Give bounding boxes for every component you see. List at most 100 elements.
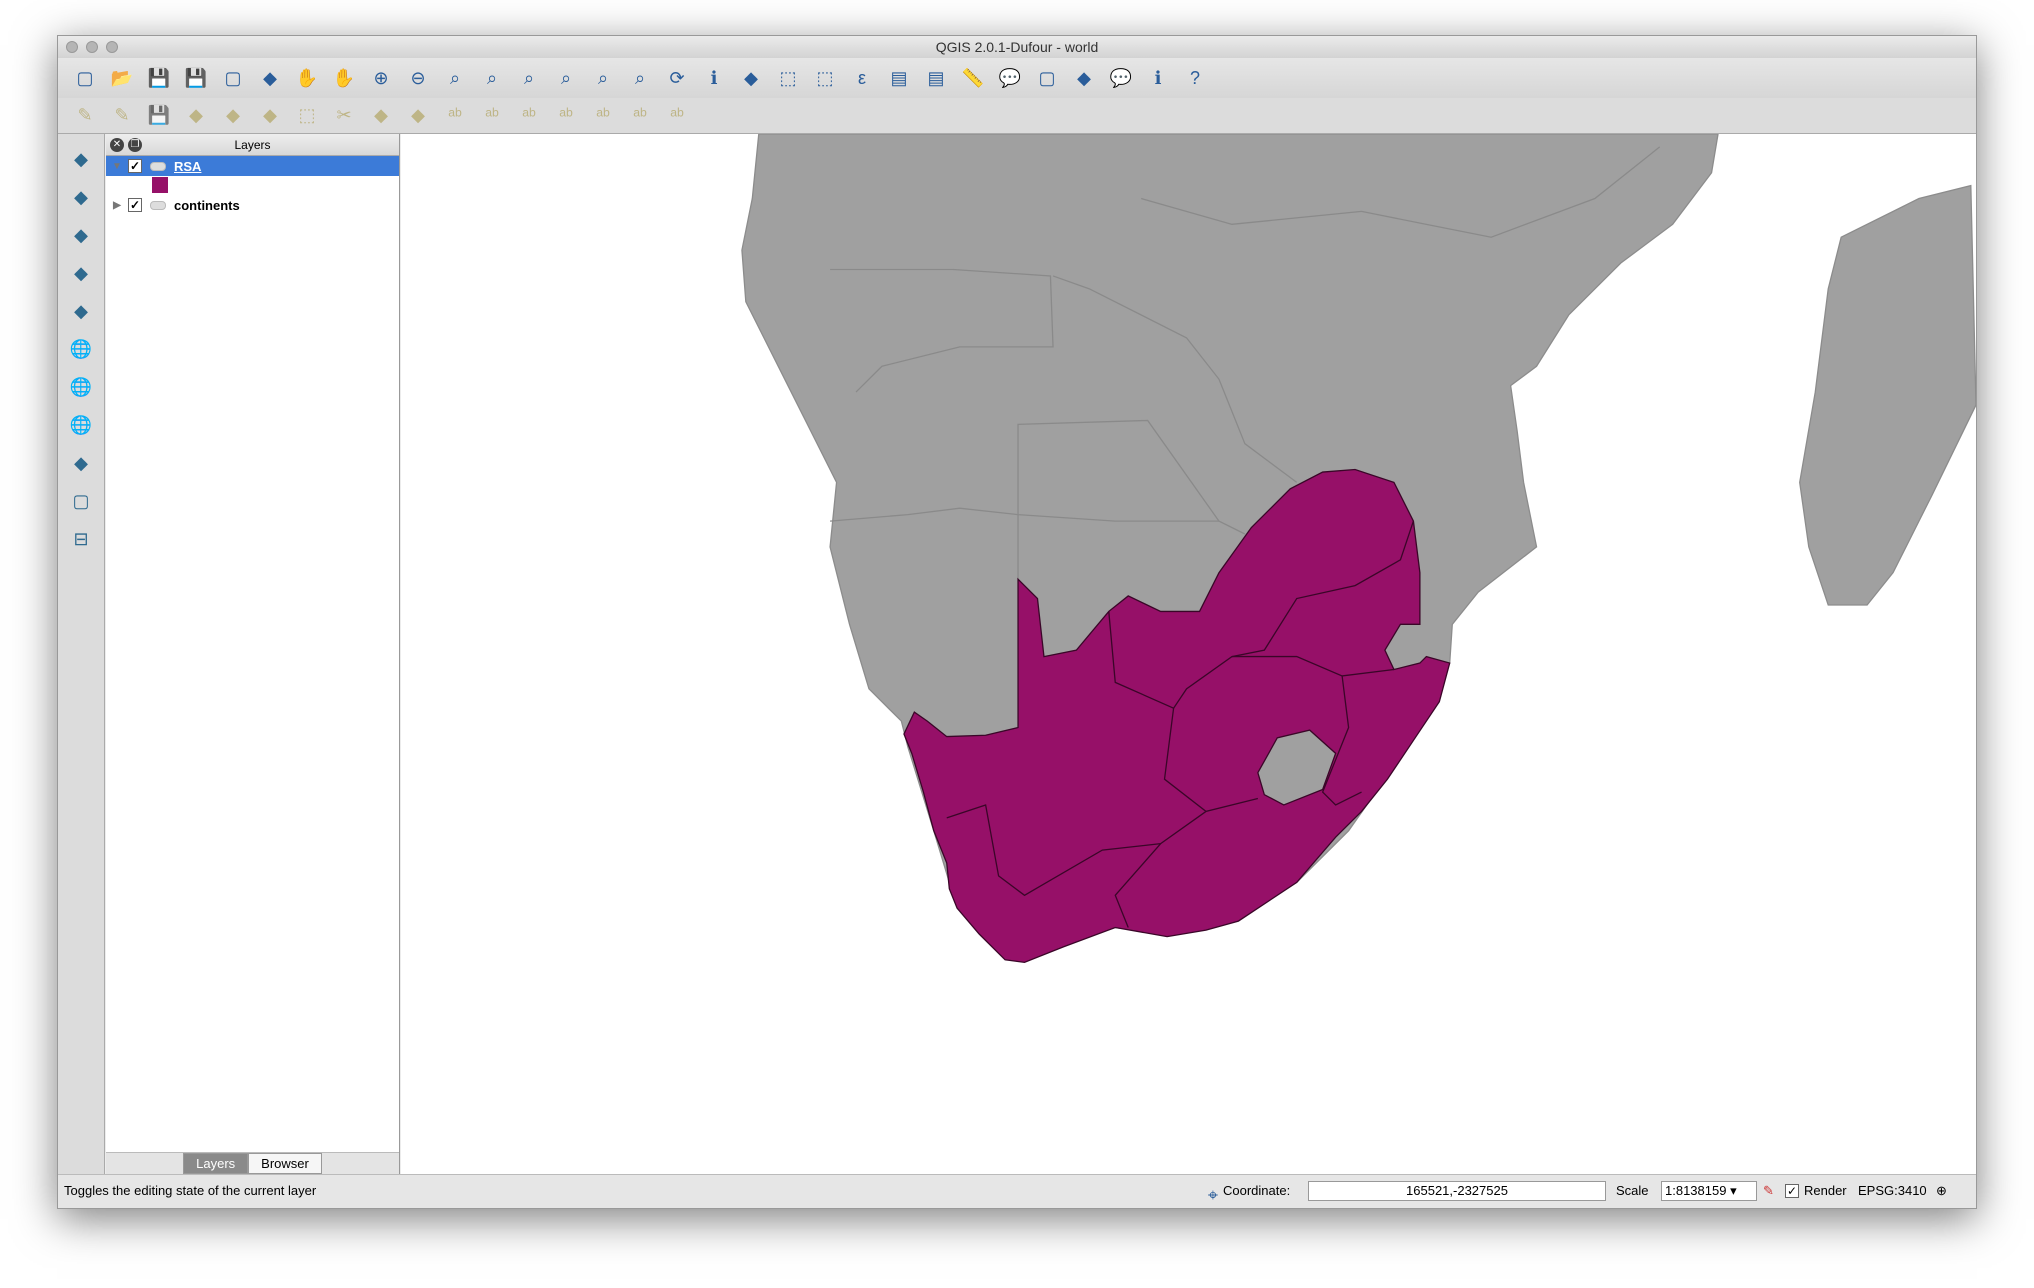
render-label: Render: [1804, 1183, 1847, 1198]
polygon-layer-icon: [150, 200, 166, 210]
zoom-window-button[interactable]: [106, 41, 118, 53]
layer-legend: [106, 177, 399, 195]
madagascar: [1799, 184, 1977, 606]
action-icon[interactable]: ◆: [744, 67, 758, 88]
add-feature-icon[interactable]: ◆: [189, 105, 203, 125]
zoom-full-icon[interactable]: ⌕: [486, 67, 498, 88]
coordinate-field[interactable]: 165521,-2327525: [1308, 1181, 1606, 1201]
layer-item-continents[interactable]: ▶ ✓ continents: [106, 195, 399, 215]
zoom-out-icon[interactable]: ⊖: [410, 67, 426, 88]
lesotho: [1257, 729, 1337, 806]
add-wcs-layer-icon[interactable]: 🌐: [69, 376, 93, 397]
identify-icon[interactable]: ℹ: [710, 67, 718, 88]
map-tips-icon[interactable]: 💬: [998, 67, 1022, 88]
text-annotation-icon[interactable]: 💬: [1109, 67, 1133, 88]
toggle-coordinate-icon[interactable]: ⌖: [1207, 1184, 1219, 1205]
save-edits-icon[interactable]: 💾: [147, 105, 171, 125]
whats-this-icon[interactable]: ?: [1189, 67, 1200, 88]
copy-features-icon[interactable]: ◆: [374, 105, 388, 125]
add-wms-layer-icon[interactable]: 🌐: [69, 338, 93, 359]
composer-manager-icon[interactable]: ◆: [263, 67, 277, 88]
attribute-table-icon[interactable]: ▤: [890, 67, 908, 88]
add-wfs-layer-icon[interactable]: 🌐: [69, 414, 93, 435]
map-canvas[interactable]: [401, 133, 1977, 1174]
label-change-icon[interactable]: ᵃᵇ: [633, 105, 647, 125]
scale-label: Scale: [1616, 1183, 1649, 1198]
help-icon[interactable]: ℹ: [1154, 67, 1162, 88]
main-toolbar: ▢ 📂 💾 💾 ▢ ◆ ✋ ✋ ⊕ ⊖ ⌕ ⌕ ⌕ ⌕ ⌕ ⌕ ⟳ ℹ ◆ ⬚ ⬚ ε ▤ ▤ 📏 💬 ▢ ◆ 💬 ℹ?: [58, 58, 1976, 98]
pan-icon[interactable]: ✋: [295, 67, 319, 88]
close-panel-icon[interactable]: ✕: [110, 138, 124, 152]
render-checkbox[interactable]: ✓: [1785, 1184, 1799, 1198]
add-postgis-layer-icon[interactable]: ◆: [74, 224, 88, 245]
zoom-to-layer-icon[interactable]: ⌕: [560, 67, 572, 88]
save-as-icon[interactable]: 💾: [184, 67, 208, 88]
new-layer-icon[interactable]: ▢: [72, 490, 90, 511]
layers-panel-title: Layers: [234, 138, 271, 152]
polygon-layer-icon: [150, 161, 166, 171]
close-window-button[interactable]: [66, 41, 78, 53]
add-raster-layer-icon[interactable]: ◆: [74, 186, 88, 207]
window-title: QGIS 2.0.1-Dufour - world: [935, 39, 1099, 55]
measure-icon[interactable]: 📏: [961, 67, 985, 88]
add-spatialite-layer-icon[interactable]: ◆: [74, 262, 88, 283]
save-project-icon[interactable]: 💾: [147, 67, 171, 88]
float-panel-icon[interactable]: ❐: [128, 138, 142, 152]
new-print-composer-icon[interactable]: ▢: [224, 67, 242, 88]
layer-visibility-checkbox[interactable]: ✓: [128, 159, 142, 173]
tab-layers[interactable]: Layers: [183, 1153, 249, 1174]
layer-item-rsa[interactable]: ▼ ✓ RSA: [106, 156, 399, 176]
add-mssql-layer-icon[interactable]: ◆: [74, 300, 88, 321]
statistics-icon[interactable]: ▤: [927, 67, 945, 88]
layer-visibility-checkbox[interactable]: ✓: [128, 198, 142, 212]
symbol-swatch[interactable]: [152, 177, 168, 193]
move-feature-icon[interactable]: ◆: [226, 105, 240, 125]
collapse-icon[interactable]: ▼: [112, 160, 122, 172]
pan-to-selection-icon[interactable]: ✋: [332, 67, 356, 88]
map: [741, 133, 1977, 964]
layers-panel: ✕ ❐ Layers ▼ ✓ RSA ▶ ✓ continents Layers…: [106, 134, 400, 1174]
delete-selected-icon[interactable]: ⬚: [298, 105, 316, 125]
zoom-actual-icon[interactable]: ⌕: [449, 67, 461, 88]
stop-render-icon[interactable]: ✎: [1763, 1183, 1774, 1198]
editing-label-toolbar: ✎ ✎ 💾 ◆ ◆ ◆ ⬚ ✂ ◆ ◆ ᵃᵇ ᵃᵇ ᵃᵇ ᵃᵇ ᵃᵇ ᵃᵇ ᵃᵇ: [58, 98, 1976, 134]
show-bookmarks-icon[interactable]: ◆: [1077, 67, 1091, 88]
label-show-hide-icon[interactable]: ᵃᵇ: [522, 105, 536, 125]
label-icon[interactable]: ᵃᵇ: [448, 105, 462, 125]
label-pin-icon[interactable]: ᵃᵇ: [485, 105, 499, 125]
label-move-icon[interactable]: ᵃᵇ: [559, 105, 573, 125]
zoom-next-icon[interactable]: ⌕: [634, 67, 646, 88]
paste-features-icon[interactable]: ◆: [411, 105, 425, 125]
cut-features-icon[interactable]: ✂: [336, 105, 352, 125]
tab-browser[interactable]: Browser: [248, 1153, 322, 1174]
scale-combo[interactable]: 1:8138159 ▾: [1661, 1181, 1757, 1201]
layer-name: RSA: [174, 158, 202, 174]
add-delimited-text-icon[interactable]: ◆: [74, 452, 88, 473]
remove-layer-icon[interactable]: ⊟: [73, 528, 89, 549]
expression-icon[interactable]: ε: [857, 67, 867, 88]
new-project-icon[interactable]: ▢: [76, 67, 94, 88]
zoom-to-selection-icon[interactable]: ⌕: [523, 67, 535, 88]
add-vector-layer-icon[interactable]: ◆: [74, 148, 88, 169]
toggle-editing-icon[interactable]: ✎: [77, 105, 93, 125]
zoom-last-icon[interactable]: ⌕: [597, 67, 609, 88]
node-tool-icon[interactable]: ◆: [263, 105, 277, 125]
panel-tabs: Layers Browser: [106, 1152, 399, 1174]
open-project-icon[interactable]: 📂: [110, 67, 134, 88]
label-properties-icon[interactable]: ᵃᵇ: [670, 105, 684, 125]
crs-label[interactable]: EPSG:3410: [1858, 1183, 1927, 1198]
south-africa[interactable]: [903, 468, 1451, 964]
current-edits-icon[interactable]: ✎: [114, 105, 130, 125]
new-bookmark-icon[interactable]: ▢: [1038, 67, 1056, 88]
crs-projection-icon[interactable]: ⊕: [1936, 1183, 1947, 1198]
minimize-window-button[interactable]: [86, 41, 98, 53]
status-message: Toggles the editing state of the current…: [64, 1183, 317, 1198]
select-icon[interactable]: ⬚: [779, 67, 797, 88]
scale-value: 1:8138159: [1665, 1183, 1727, 1198]
zoom-in-icon[interactable]: ⊕: [373, 67, 389, 88]
refresh-icon[interactable]: ⟳: [669, 67, 685, 88]
expand-icon[interactable]: ▶: [113, 199, 121, 211]
coordinate-label: Coordinate:: [1223, 1183, 1291, 1198]
label-rotate-icon[interactable]: ᵃᵇ: [596, 105, 610, 125]
deselect-icon[interactable]: ⬚: [816, 67, 834, 88]
